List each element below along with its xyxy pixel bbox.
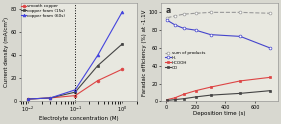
HCOOH	[173, 97, 176, 99]
Line: HCOOH: HCOOH	[166, 76, 271, 101]
sum of products	[268, 13, 272, 14]
HCOOH	[194, 90, 197, 91]
copper foam (60s)	[96, 55, 99, 56]
CO	[166, 100, 169, 101]
HCOOH	[268, 77, 272, 78]
HCOOH	[166, 99, 169, 100]
H₂	[209, 34, 212, 35]
H₂	[166, 20, 169, 21]
CO	[209, 94, 212, 96]
H₂	[182, 28, 185, 29]
CO	[173, 99, 176, 100]
sum of products	[166, 17, 169, 18]
X-axis label: Electrolyte concentration (M): Electrolyte concentration (M)	[39, 116, 118, 121]
sum of products	[209, 12, 212, 13]
Line: copper foam (15s): copper foam (15s)	[26, 42, 124, 100]
HCOOH	[239, 80, 242, 82]
Text: a: a	[166, 6, 171, 15]
HCOOH	[182, 93, 185, 95]
H₂	[239, 36, 242, 37]
Y-axis label: Current density (mA/cm²): Current density (mA/cm²)	[3, 17, 10, 87]
sum of products	[239, 12, 242, 13]
CO	[268, 90, 272, 91]
copper foam (15s)	[96, 65, 99, 66]
smooth copper	[96, 80, 99, 81]
copper foam (15s)	[121, 43, 124, 45]
Line: H₂: H₂	[166, 19, 271, 49]
copper foam (60s)	[49, 97, 52, 99]
copper foam (60s)	[26, 98, 30, 100]
CO	[239, 93, 242, 94]
Legend: smooth copper, copper foam (15s), copper foam (60s): smooth copper, copper foam (15s), copper…	[21, 4, 65, 18]
CO	[182, 98, 185, 99]
HCOOH	[209, 86, 212, 88]
copper foam (15s)	[74, 91, 77, 93]
sum of products	[194, 13, 197, 14]
Line: sum of products: sum of products	[166, 11, 271, 19]
smooth copper	[49, 97, 52, 99]
X-axis label: Deposition time (s): Deposition time (s)	[193, 111, 246, 116]
copper foam (15s)	[49, 97, 52, 99]
H₂	[194, 29, 197, 31]
CO	[194, 96, 197, 98]
smooth copper	[121, 68, 124, 70]
copper foam (60s)	[74, 89, 77, 91]
H₂	[173, 24, 176, 26]
sum of products	[173, 15, 176, 17]
smooth copper	[74, 95, 77, 96]
Legend: sum of products, H₂, HCOOH, CO: sum of products, H₂, HCOOH, CO	[165, 51, 205, 69]
Y-axis label: Faradaic efficiency (%) at -1.1V: Faradaic efficiency (%) at -1.1V	[142, 9, 147, 96]
Line: copper foam (60s): copper foam (60s)	[26, 10, 124, 100]
Line: smooth copper: smooth copper	[26, 68, 124, 100]
copper foam (60s)	[121, 11, 124, 12]
smooth copper	[26, 98, 30, 100]
Line: CO: CO	[166, 89, 271, 102]
copper foam (15s)	[26, 98, 30, 100]
H₂	[268, 47, 272, 49]
sum of products	[182, 13, 185, 15]
